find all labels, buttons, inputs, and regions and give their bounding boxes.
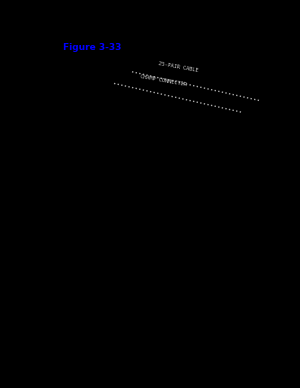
Text: 25-PAIR CABLE: 25-PAIR CABLE: [158, 61, 199, 73]
Text: CHAMP CONNECTOR: CHAMP CONNECTOR: [140, 74, 187, 87]
Text: Figure 3-33: Figure 3-33: [63, 43, 122, 52]
